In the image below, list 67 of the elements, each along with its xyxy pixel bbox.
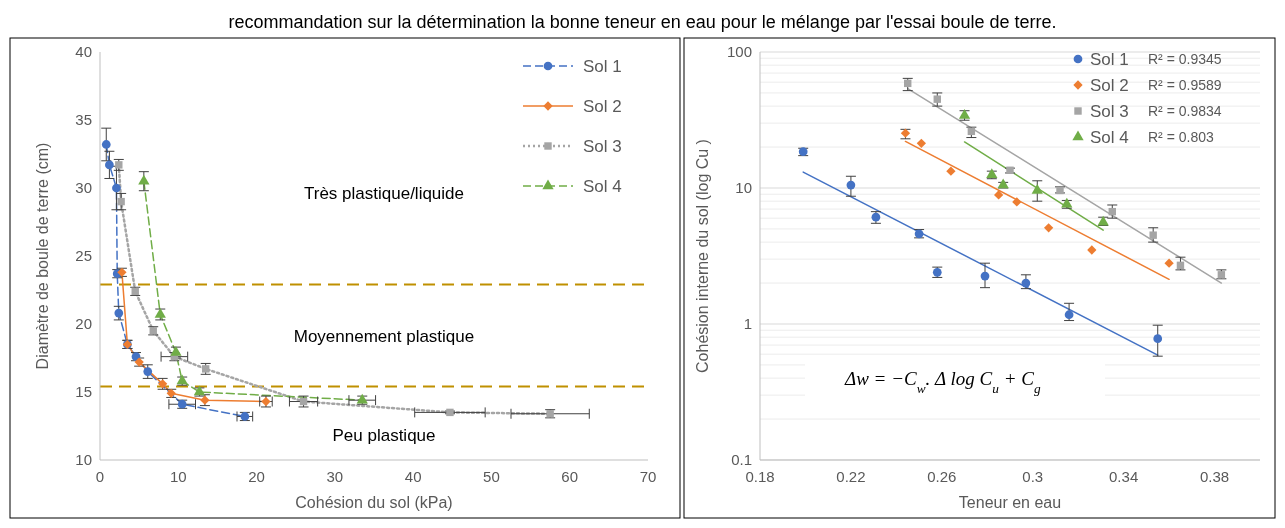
legend-label: Sol 4 xyxy=(1090,127,1129,147)
y-tick-label: 25 xyxy=(75,247,92,265)
x-tick-label: 60 xyxy=(561,468,579,485)
y-tick-label: 10 xyxy=(75,451,92,469)
x-tick-label: 30 xyxy=(326,468,344,485)
x-tick-label: 0.38 xyxy=(1199,468,1230,485)
x-tick-label: 20 xyxy=(248,468,265,485)
y-tick-label: 1 xyxy=(743,315,752,333)
point xyxy=(1153,334,1163,344)
point xyxy=(916,138,927,148)
point xyxy=(170,346,182,356)
point xyxy=(933,95,941,103)
annotation: Moyennement plastique xyxy=(293,326,475,346)
point xyxy=(112,183,121,193)
x-tick-label: 0.26 xyxy=(927,468,957,485)
x-tick-label: 0.22 xyxy=(836,468,866,485)
annotation: R² = 0.803 xyxy=(1148,128,1214,145)
x-tick-label: 50 xyxy=(483,468,500,485)
x-tick-label: 0.18 xyxy=(745,468,775,485)
y-tick-label: 20 xyxy=(75,315,92,333)
legend-label: Sol 1 xyxy=(583,56,622,76)
x-tick-label: 0.3 xyxy=(1022,468,1044,485)
x-axis-title: Cohésion du sol (kPa) xyxy=(295,494,453,511)
x-tick-label: 0 xyxy=(95,468,105,485)
x-tick-label: 70 xyxy=(639,468,657,485)
legend-label: Sol 2 xyxy=(1090,75,1129,95)
annotation: R² = 0.9834 xyxy=(1148,102,1222,119)
point xyxy=(1012,197,1022,207)
annotation: Très plastique/liquide xyxy=(303,184,465,204)
point xyxy=(946,166,956,176)
x-tick-label: 10 xyxy=(169,468,187,485)
y-tick-label: 100 xyxy=(726,43,752,61)
point xyxy=(117,197,125,206)
point xyxy=(1064,310,1074,320)
y-axis-title: Cohésion interne du sol (log Cu ) xyxy=(694,139,711,373)
x-tick-label: 40 xyxy=(404,468,422,485)
point xyxy=(1021,278,1031,288)
point xyxy=(1031,183,1043,194)
legend-label: Sol 4 xyxy=(583,176,622,196)
point xyxy=(846,180,856,190)
annotation: R² = 0.9589 xyxy=(1148,76,1222,93)
point xyxy=(138,174,150,185)
point xyxy=(101,140,111,149)
chart-title: recommandation sur la détermination la bonne teneur en eau pour le mélange par l'essai boule de terre. xyxy=(228,12,1057,32)
annotation: Peu plastique xyxy=(332,426,436,446)
legend-label: Sol 3 xyxy=(1090,101,1129,121)
point xyxy=(1149,231,1157,239)
y-tick-label: 35 xyxy=(75,111,92,129)
point xyxy=(1043,223,1054,233)
point xyxy=(980,271,990,281)
x-axis-title: Teneur en eau xyxy=(958,494,1062,511)
y-tick-label: 30 xyxy=(75,179,92,197)
x-tick-label: 0.34 xyxy=(1109,468,1139,485)
legend-label: Sol 2 xyxy=(583,96,622,116)
y-axis-title: Diamètre de boule de terre (cm) xyxy=(34,142,51,370)
y-tick-label: 10 xyxy=(735,179,752,197)
annotation: R² = 0.9345 xyxy=(1148,50,1222,67)
point xyxy=(993,190,1004,200)
point xyxy=(1087,245,1097,255)
point xyxy=(105,160,114,170)
legend-label: Sol 1 xyxy=(1090,49,1129,69)
y-tick-label: 0.1 xyxy=(731,451,752,469)
y-tick-label: 40 xyxy=(75,43,92,61)
point xyxy=(1164,258,1174,268)
y-tick-label: 15 xyxy=(75,383,92,401)
legend-label: Sol 3 xyxy=(583,136,622,156)
annotation: Δw = −C$_{w}$. Δ log C$_{u}$ + C$_{g}$ xyxy=(844,368,1041,396)
